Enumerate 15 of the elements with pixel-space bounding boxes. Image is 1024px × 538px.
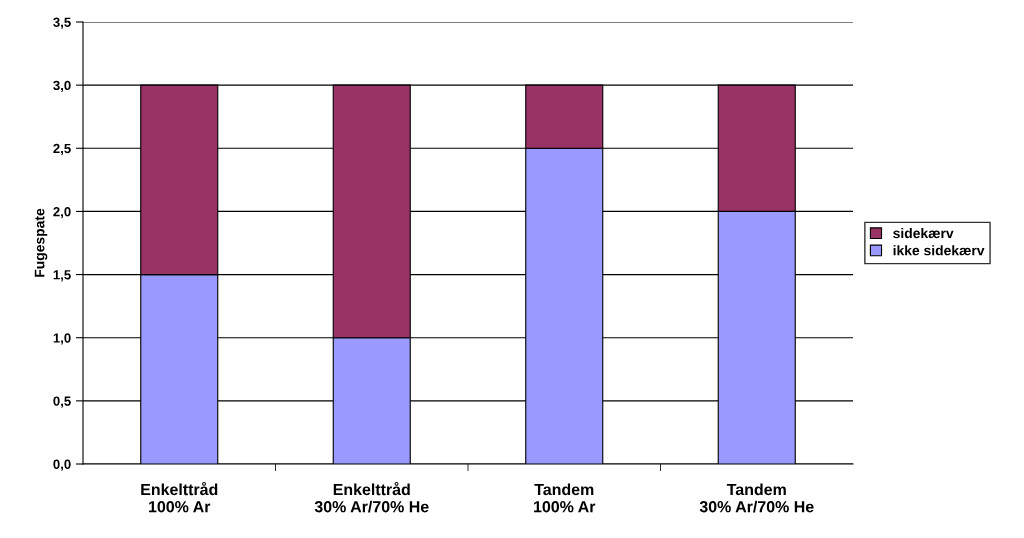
y-tick-label: 1,0: [53, 333, 71, 345]
y-tick-label: 0,0: [53, 459, 71, 471]
legend-label: sidekærv: [893, 227, 954, 239]
y-tick-label: 1,5: [53, 270, 71, 282]
x-tick-label: Tandem 30% Ar/70% He: [699, 483, 814, 513]
x-tick-label: Enkelttråd 100% Ar: [141, 481, 218, 513]
y-axis-title: Fugespate: [34, 208, 48, 277]
y-tick-label: 0,5: [53, 396, 71, 408]
y-tick-label: 3,5: [53, 17, 71, 29]
y-tick-label: 3,0: [53, 80, 71, 92]
y-tick-label: 2,5: [53, 143, 71, 156]
x-tick-label: Tandem 100% Ar: [534, 483, 596, 513]
x-tick-label: Enkelttråd 30% Ar/70% He: [314, 481, 429, 513]
y-tick-label: 2,0: [53, 207, 71, 219]
legend-label: ikke sidekærv: [893, 245, 985, 256]
